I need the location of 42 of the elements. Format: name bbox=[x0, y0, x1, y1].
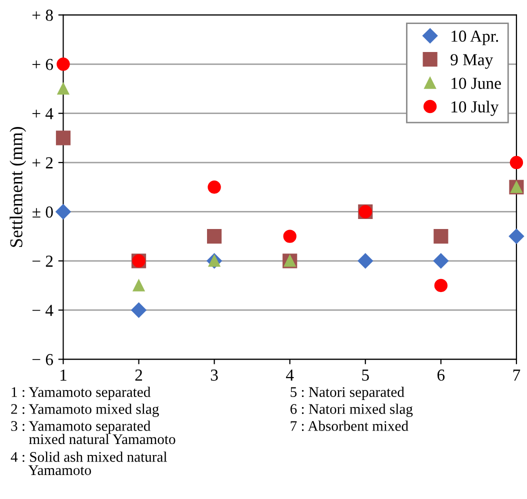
legend-label: 10 July bbox=[452, 100, 499, 116]
legend-label: 10 June bbox=[452, 78, 501, 89]
point bbox=[207, 229, 222, 244]
text: 6 : Natori mixed slag bbox=[290, 404, 413, 417]
text: 2 : Yamamoto mixed slag bbox=[11, 404, 159, 417]
legend-label: 9 May bbox=[450, 54, 494, 69]
y-tick-label: + 8 bbox=[32, 10, 53, 21]
y-tick-label: + 2 bbox=[32, 157, 53, 168]
point bbox=[56, 204, 71, 220]
point bbox=[56, 130, 71, 146]
point bbox=[56, 58, 70, 71]
legend-label: 10 Apr. bbox=[452, 30, 498, 46]
text: 3 : Yamamoto separated mixed natural Yamamoto bbox=[11, 420, 176, 444]
point bbox=[131, 302, 146, 318]
point bbox=[358, 253, 373, 268]
y-tick-label: + 6 bbox=[32, 58, 54, 70]
x-tick-label: 4 bbox=[286, 370, 294, 381]
text: 5 : Natori separated bbox=[290, 386, 404, 400]
text: 4 : Solid ash mixed natural Yamamoto bbox=[10, 452, 167, 476]
x-tick-label: 2 bbox=[135, 370, 142, 381]
point bbox=[508, 228, 524, 244]
x-tick-label: 6 bbox=[437, 370, 445, 381]
x-tick-label: 5 bbox=[362, 370, 369, 381]
point bbox=[283, 230, 296, 243]
point bbox=[57, 82, 70, 95]
text: 1 : Yamamoto separated bbox=[12, 386, 150, 400]
text: 7 : Absorbent mixed bbox=[290, 420, 408, 431]
point bbox=[433, 253, 448, 268]
y-tick-label: ± 0 bbox=[32, 206, 53, 218]
y-tick-label: − 2 bbox=[32, 256, 53, 267]
x-tick-label: 3 bbox=[210, 370, 218, 381]
point bbox=[434, 229, 448, 244]
y-axis-title: Settlement (mm) bbox=[10, 126, 26, 247]
point bbox=[208, 180, 221, 194]
y-tick-label: − 4 bbox=[32, 304, 54, 316]
x-tick-label: 7 bbox=[513, 370, 520, 381]
point bbox=[434, 278, 448, 292]
point bbox=[132, 280, 145, 292]
x-tick-label: 1 bbox=[60, 370, 66, 381]
y-tick-label: − 6 bbox=[32, 354, 54, 366]
y-tick-label: + 4 bbox=[32, 108, 54, 120]
point bbox=[510, 156, 524, 170]
